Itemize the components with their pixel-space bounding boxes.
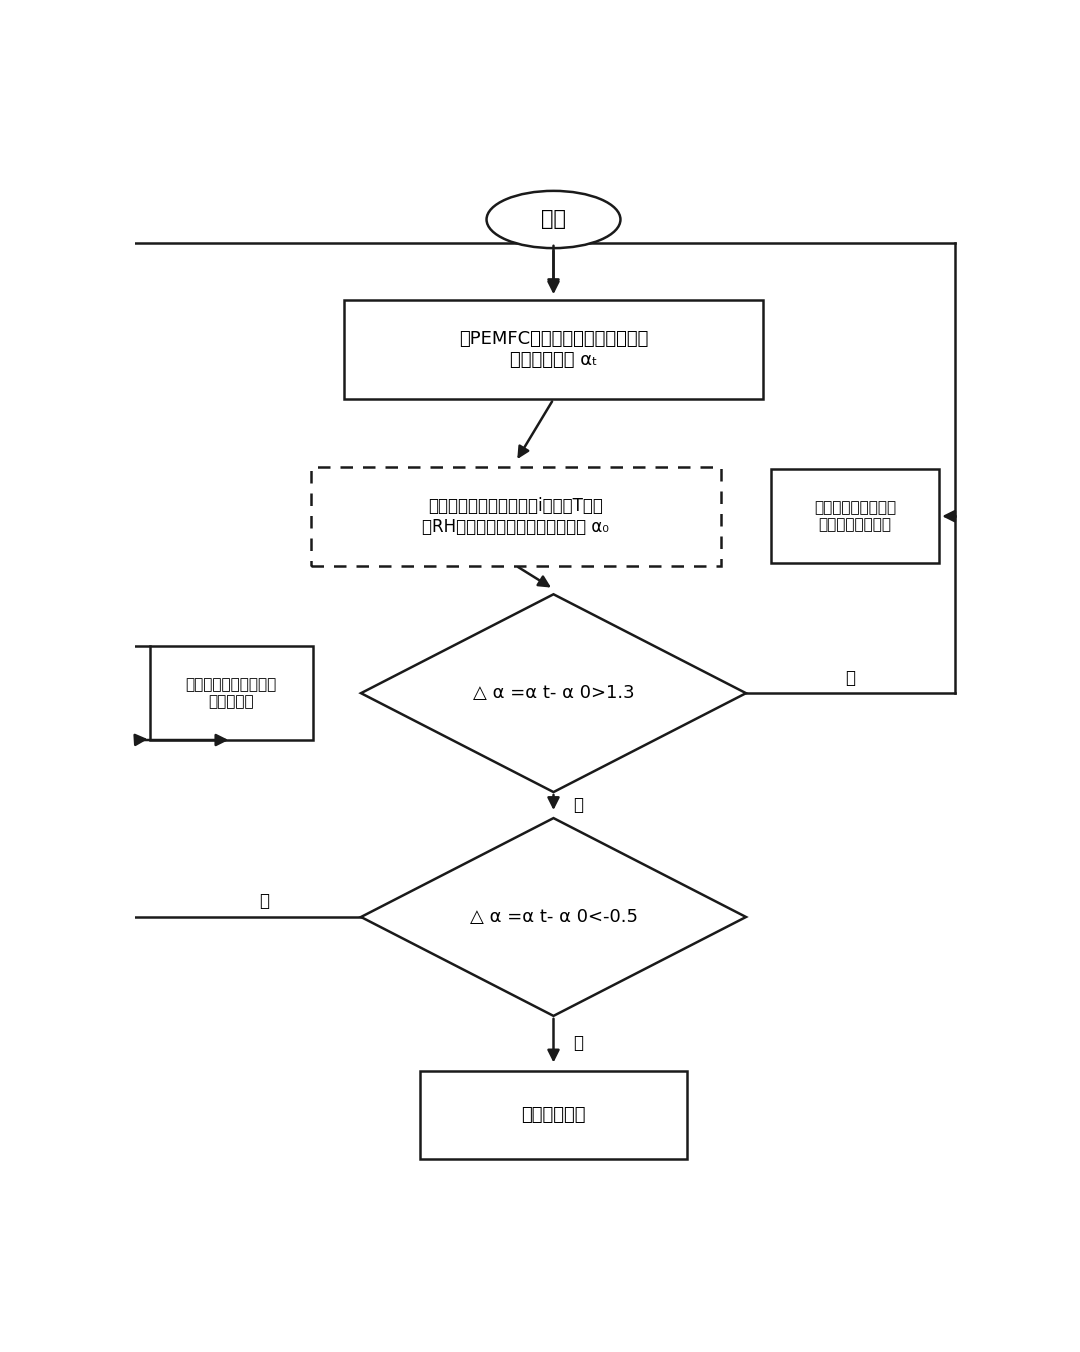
- Text: 电堆正常工作: 电堆正常工作: [522, 1106, 585, 1124]
- Bar: [771, 469, 939, 562]
- Text: 否: 否: [573, 1034, 583, 1052]
- Polygon shape: [361, 818, 746, 1015]
- Text: 给PEMFC施加高频信号，并采集得
到当前正割角 αₜ: 给PEMFC施加高频信号，并采集得 到当前正割角 αₜ: [459, 330, 648, 369]
- Bar: [419, 1071, 687, 1159]
- Text: 控制器依据当前电流密度i，温度T，湿
度RH下，依据模型获得正常状态下 α₀: 控制器依据当前电流密度i，温度T，湿 度RH下，依据模型获得正常状态下 α₀: [422, 496, 609, 535]
- Text: 否: 否: [573, 796, 583, 814]
- Text: △ α =α t- α 0>1.3: △ α =α t- α 0>1.3: [473, 684, 634, 702]
- Bar: [345, 300, 762, 399]
- Bar: [311, 466, 720, 565]
- Text: △ α =α t- α 0<-0.5: △ α =α t- α 0<-0.5: [470, 909, 637, 926]
- Polygon shape: [361, 595, 746, 792]
- Text: 是: 是: [259, 892, 269, 910]
- Text: 电堆出于膜干状态，提
高加湿程度: 电堆出于膜干状态，提 高加湿程度: [186, 677, 276, 710]
- Text: 电堆处于水淹状态，
降低气体加湿程度: 电堆处于水淹状态， 降低气体加湿程度: [813, 500, 896, 533]
- Bar: [150, 646, 313, 740]
- Ellipse shape: [486, 191, 620, 249]
- Text: 开始: 开始: [541, 210, 566, 230]
- Text: 是: 是: [846, 668, 855, 687]
